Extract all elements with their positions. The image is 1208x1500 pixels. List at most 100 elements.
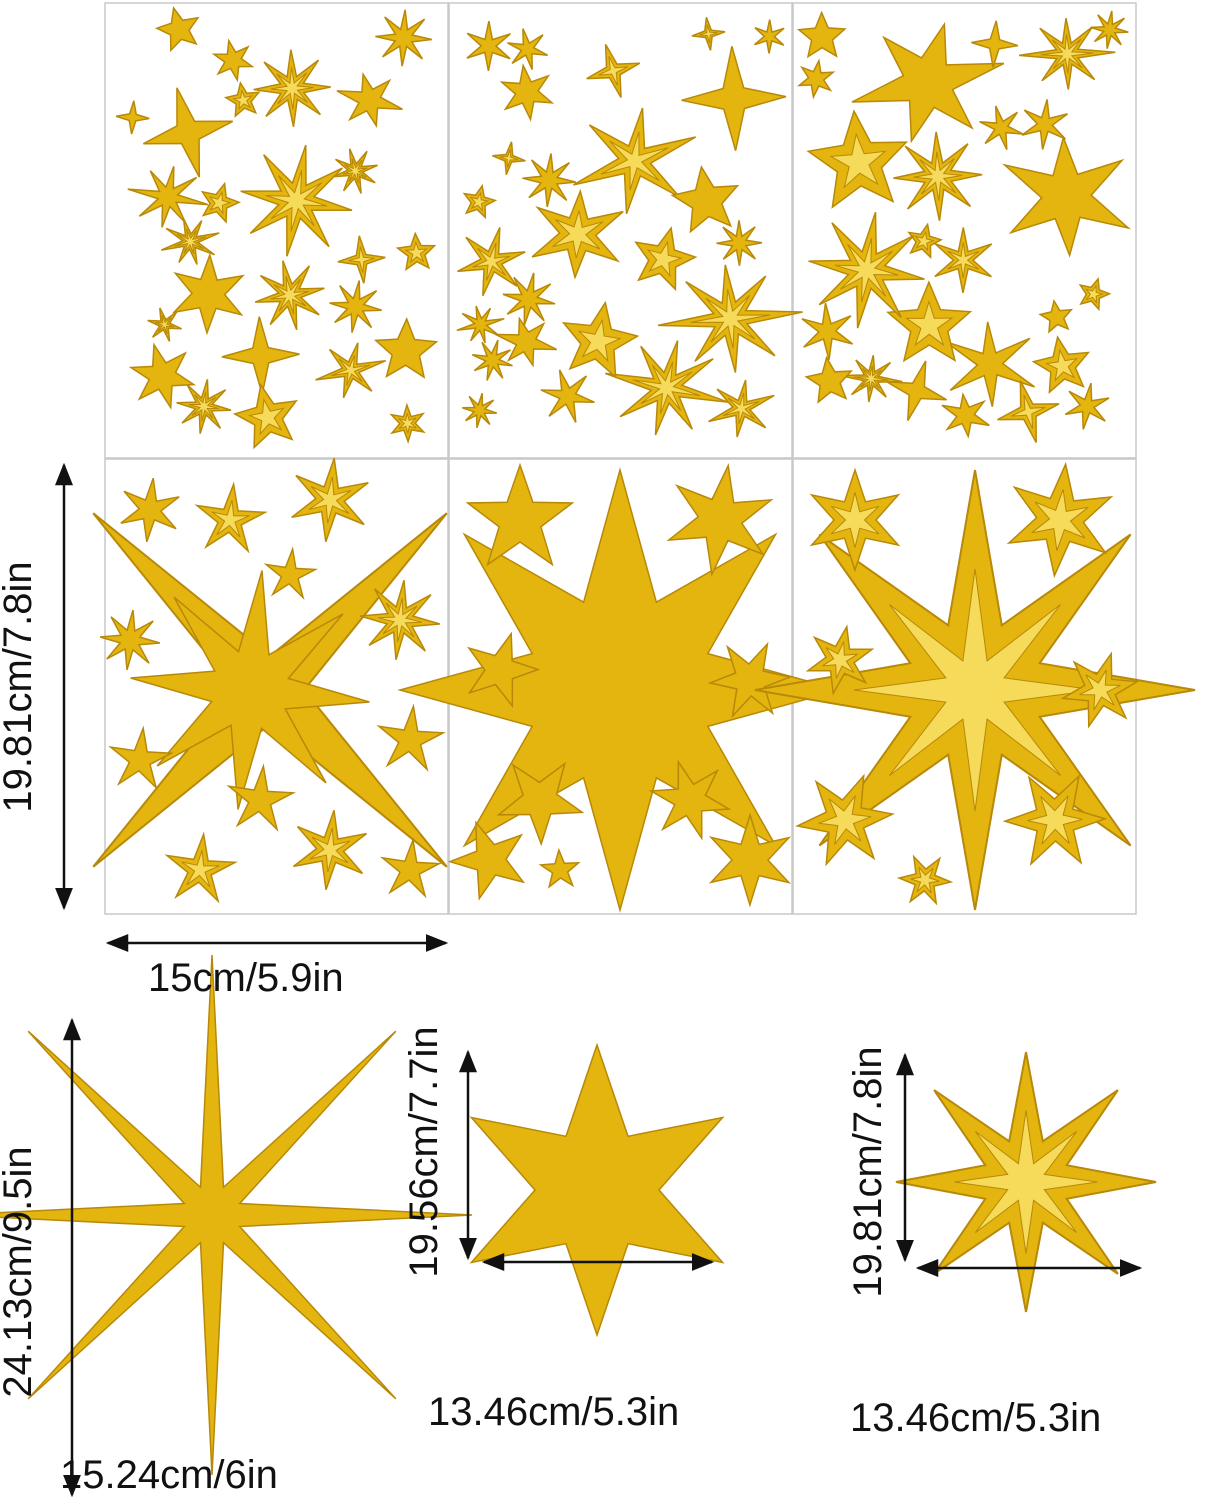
- single1-width-label: 15.24cm/6in: [60, 1453, 278, 1497]
- star-sticker: [115, 100, 150, 135]
- single2-height-label: 19.56cm/7.7in: [402, 1026, 446, 1278]
- star-facet: [904, 300, 954, 347]
- star-sticker: [941, 392, 990, 439]
- star-sticker: [971, 20, 1019, 68]
- star-facet: [723, 392, 760, 425]
- single2-width-label: 13.46cm/5.3in: [428, 1390, 680, 1434]
- star-facet: [834, 238, 899, 303]
- star-stickers: [0, 6, 1196, 1476]
- star-sticker: [666, 463, 774, 577]
- star-sticker: [1090, 10, 1129, 49]
- star-facet: [188, 391, 219, 422]
- star-facet: [331, 354, 371, 386]
- star-facet: [690, 288, 771, 349]
- star-sticker: [499, 63, 555, 122]
- star-sticker: [716, 220, 763, 266]
- star-sticker: [648, 759, 732, 841]
- star-facet: [954, 1110, 1098, 1254]
- star-facet: [208, 190, 232, 216]
- star-sticker: [801, 302, 854, 360]
- star-sticker: [130, 570, 370, 810]
- star-sticker: [886, 360, 947, 421]
- star-facet: [270, 276, 309, 315]
- star-sticker: [1038, 298, 1074, 334]
- star-sticker: [447, 820, 526, 901]
- star-facet: [632, 361, 701, 414]
- star-facet: [308, 476, 352, 524]
- star-facet: [247, 398, 285, 436]
- star-facet: [472, 242, 511, 281]
- star-facet: [1084, 284, 1104, 305]
- star-sticker: [120, 477, 180, 543]
- star-sticker: [373, 317, 439, 379]
- star-facet: [853, 568, 1097, 812]
- star-sticker: [336, 71, 403, 129]
- star-facet: [598, 56, 629, 86]
- star-sticker: [379, 837, 443, 899]
- star-sticker: [507, 28, 549, 70]
- single-eight-point-star: [0, 954, 473, 1476]
- star-facet: [231, 89, 254, 111]
- single-six-point-star: [469, 1042, 725, 1338]
- sheet-height-label: 19.81cm/7.8in: [0, 561, 40, 813]
- star-facet: [469, 191, 490, 212]
- star-sticker: [397, 467, 843, 913]
- star-facet: [174, 228, 207, 255]
- star-facet: [699, 24, 718, 44]
- star-facet: [270, 67, 314, 110]
- star-facet: [342, 158, 368, 184]
- star-sticker: [471, 339, 513, 381]
- star-facet: [377, 597, 423, 643]
- star-sticker: [127, 166, 209, 228]
- star-sticker: [226, 763, 296, 832]
- star-sticker: [465, 462, 575, 567]
- star-sticker: [1064, 382, 1110, 430]
- star-facet: [348, 246, 375, 273]
- star-sticker: [540, 369, 595, 423]
- single1-height-label: 24.13cm/9.5in: [0, 1146, 40, 1398]
- star-sticker: [979, 105, 1024, 151]
- star-facet: [265, 169, 328, 232]
- star-sticker: [462, 392, 498, 428]
- star-facet: [914, 230, 935, 252]
- star-sticker: [456, 305, 505, 344]
- star-facet: [913, 151, 963, 201]
- star-sticker: [108, 725, 175, 791]
- star-sticker: [708, 812, 792, 908]
- star-facet: [155, 315, 175, 335]
- star-sticker: [1002, 135, 1131, 258]
- star-facet: [818, 795, 872, 845]
- star-facet: [947, 242, 980, 279]
- star-sticker: [796, 58, 836, 100]
- single3-height-label: 19.81cm/7.8in: [846, 1046, 890, 1298]
- star-facet: [853, 365, 889, 392]
- star-facet: [1044, 348, 1079, 382]
- star-sticker: [375, 9, 432, 67]
- star-sticker: [754, 19, 785, 54]
- star-sticker: [376, 703, 446, 772]
- star-sticker: [681, 46, 787, 151]
- star-sticker: [466, 20, 511, 72]
- star-facet: [822, 641, 858, 679]
- star-sticker: [496, 761, 585, 847]
- star-facet: [1040, 34, 1094, 74]
- star-facet: [1011, 394, 1046, 429]
- star-sticker: [171, 252, 245, 336]
- sheet-width-label: 15cm/5.9in: [148, 956, 344, 1000]
- star-sticker: [211, 38, 255, 83]
- star-sticker: [522, 153, 576, 208]
- star-facet: [181, 850, 220, 888]
- star-facet: [600, 131, 669, 191]
- star-facet: [830, 492, 880, 548]
- star-facet: [1031, 489, 1089, 551]
- star-sticker: [796, 10, 847, 59]
- star-sticker: [670, 164, 740, 234]
- star-facet: [646, 240, 683, 278]
- star-sticker: [143, 87, 234, 178]
- star-sticker: [263, 546, 319, 600]
- star-facet: [552, 210, 604, 259]
- star-sticker: [538, 847, 581, 889]
- star-facet: [499, 149, 519, 168]
- star-sticker: [99, 609, 161, 671]
